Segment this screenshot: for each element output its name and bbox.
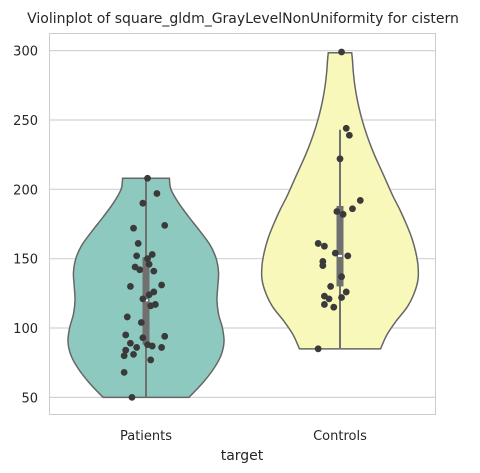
x-tick-label: Controls xyxy=(313,429,367,444)
data-point xyxy=(148,342,156,350)
x-tick-label: Patients xyxy=(120,429,172,444)
data-point xyxy=(128,393,136,401)
data-point xyxy=(133,344,141,351)
data-point xyxy=(139,295,147,303)
data-point xyxy=(123,313,131,321)
data-point xyxy=(338,273,345,281)
data-point xyxy=(331,249,339,257)
data-point xyxy=(139,199,147,207)
data-point xyxy=(314,345,322,353)
iqr-box-controls xyxy=(336,205,344,287)
median-mark-controls xyxy=(338,254,342,257)
violins xyxy=(67,51,420,399)
data-point xyxy=(130,224,137,232)
data-point xyxy=(139,334,147,342)
data-point xyxy=(120,352,128,360)
data-point xyxy=(153,190,161,197)
data-point xyxy=(314,240,322,247)
data-point xyxy=(336,155,344,163)
y-tick-label: 200 xyxy=(13,183,38,198)
data-point xyxy=(150,267,158,275)
y-tick-labels: 50 100 150 200 250 300 xyxy=(13,45,38,407)
data-point xyxy=(338,48,345,56)
strip-points xyxy=(120,48,364,401)
y-tick-label: 50 xyxy=(21,391,38,406)
data-point xyxy=(342,124,350,132)
data-point xyxy=(133,252,141,260)
data-point xyxy=(345,131,353,139)
x-tick-labels: Patients Controls xyxy=(120,429,367,444)
data-point xyxy=(122,331,130,339)
data-point xyxy=(330,303,338,311)
data-point xyxy=(136,266,144,274)
data-point xyxy=(126,283,134,290)
data-point xyxy=(161,221,169,229)
data-point xyxy=(338,294,345,301)
x-axis-label: target xyxy=(221,448,264,464)
data-point xyxy=(349,205,356,213)
y-tick-label: 150 xyxy=(13,253,38,268)
data-point xyxy=(319,262,327,270)
data-point xyxy=(126,339,134,347)
data-point xyxy=(144,255,151,263)
data-point xyxy=(158,344,166,351)
y-tick-label: 300 xyxy=(13,45,38,60)
data-point xyxy=(356,197,364,204)
data-point xyxy=(137,319,145,326)
data-point xyxy=(145,291,153,299)
data-point xyxy=(147,356,155,364)
data-point xyxy=(321,242,328,250)
data-point xyxy=(327,283,335,290)
data-point xyxy=(339,210,347,218)
data-point xyxy=(158,281,166,289)
chart-title: Violinplot of square_gldm_GrayLevelNonUn… xyxy=(27,11,459,27)
data-point xyxy=(342,288,350,296)
data-point xyxy=(148,251,156,258)
data-point xyxy=(120,368,128,376)
data-point xyxy=(144,174,151,182)
data-point xyxy=(130,350,137,358)
data-point xyxy=(321,301,328,308)
data-point xyxy=(145,260,153,268)
data-point xyxy=(333,208,341,215)
data-point xyxy=(134,240,142,247)
data-point xyxy=(344,252,352,260)
data-point xyxy=(161,332,169,340)
y-tick-label: 250 xyxy=(13,114,38,129)
plot-frame xyxy=(49,33,436,415)
data-point xyxy=(122,346,130,354)
data-point xyxy=(325,295,333,303)
y-tick-label: 100 xyxy=(13,322,38,337)
data-point xyxy=(147,302,155,310)
median-mark-patients xyxy=(144,299,148,302)
